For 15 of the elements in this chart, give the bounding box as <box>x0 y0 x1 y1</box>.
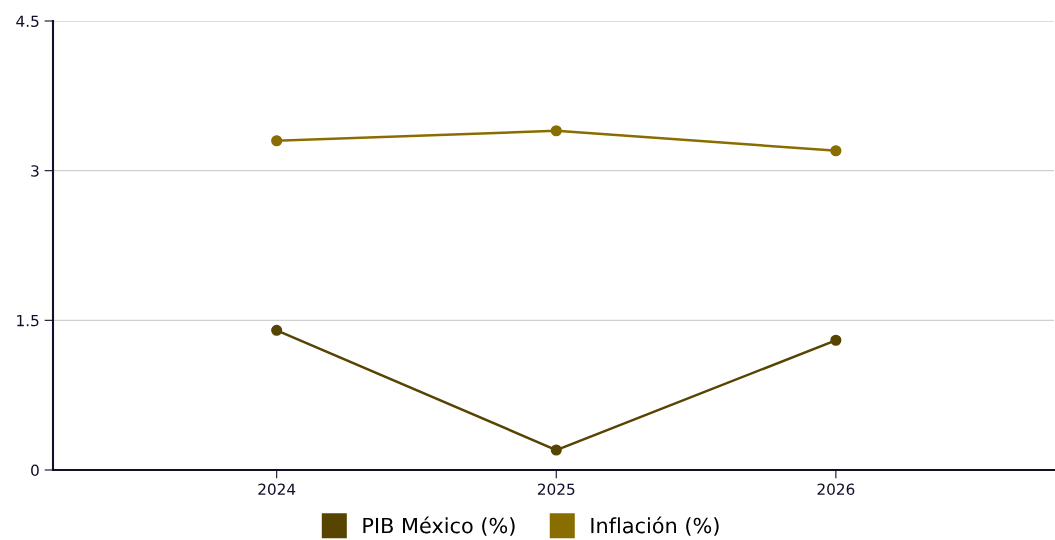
legend-label: PIB México (%) <box>363 516 515 536</box>
y-tick-label: 1.5 <box>17 315 39 327</box>
point <box>550 444 562 456</box>
y-tick-label: 0 <box>31 464 39 477</box>
point <box>271 324 283 336</box>
x-tick-label: 2026 <box>817 483 855 496</box>
x-tick-label: 2025 <box>537 483 575 496</box>
legend-label: Inflación (%) <box>591 516 719 536</box>
x-tick-label: 2024 <box>258 483 296 496</box>
point <box>550 125 562 137</box>
point <box>271 135 283 147</box>
y-tick-label: 3 <box>31 165 39 177</box>
point <box>830 145 842 157</box>
point <box>830 334 842 346</box>
y-tick-label: 4.5 <box>16 15 39 28</box>
